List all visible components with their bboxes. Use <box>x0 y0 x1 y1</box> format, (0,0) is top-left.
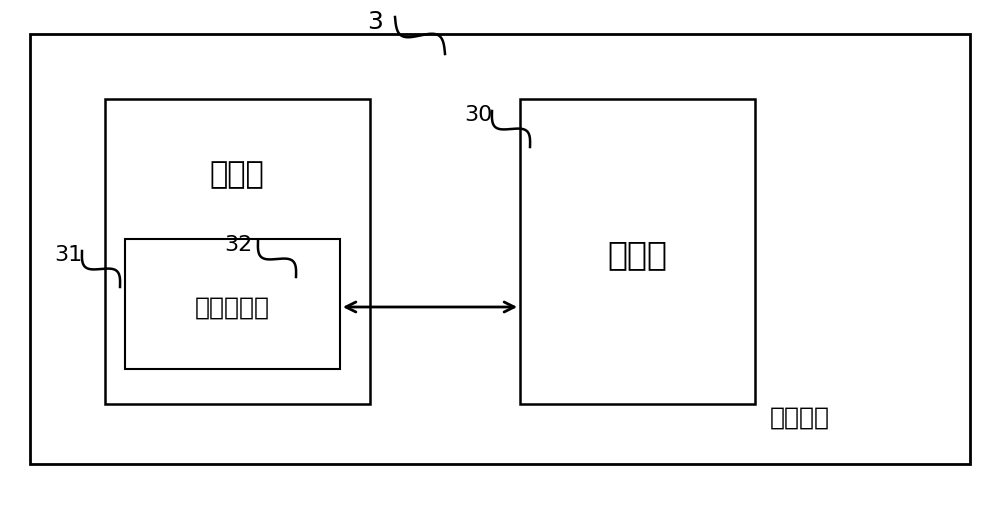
Text: 3: 3 <box>367 10 383 34</box>
Text: 30: 30 <box>464 105 492 125</box>
Text: 32: 32 <box>224 234 252 255</box>
Text: 存储器: 存储器 <box>210 160 264 189</box>
Text: 31: 31 <box>54 244 82 265</box>
Text: 处理器: 处理器 <box>607 238 667 271</box>
Bar <box>520 100 755 404</box>
Text: 终端设备: 终端设备 <box>770 405 830 429</box>
Bar <box>30 35 970 464</box>
Bar <box>105 100 370 404</box>
Text: 计算机程序: 计算机程序 <box>194 295 270 319</box>
Bar <box>125 239 340 369</box>
